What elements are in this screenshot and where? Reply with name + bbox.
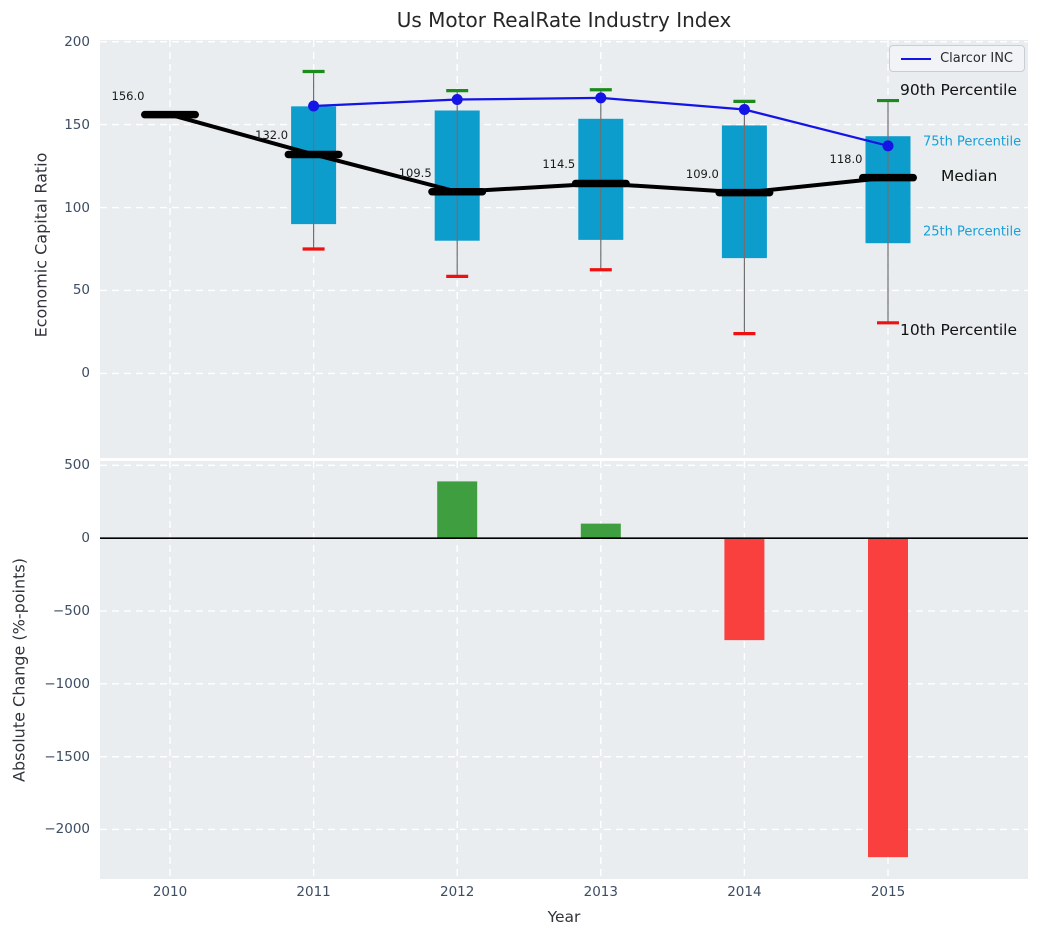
bottom-plot-area [100,461,1028,879]
x-tick-label-2014: 2014 [709,884,779,900]
median-marker-2010 [141,111,199,119]
annotation-75th-percentile: 75th Percentile [923,135,1021,150]
change-bar-2015 [868,538,908,857]
bottom-y-tick-label: −1000 [25,676,90,692]
legend-line-sample [901,58,931,60]
company-point [883,140,894,151]
x-tick-label-2013: 2013 [566,884,636,900]
top-y-tick-label: 100 [25,200,90,216]
change-bar-2014 [724,538,764,640]
x-tick-label-2010: 2010 [135,884,205,900]
bottom-y-tick-label: 500 [25,457,90,473]
annotation-10th-percentile: 10th Percentile [900,321,1017,339]
median-value-label-2014: 109.0 [686,167,719,181]
change-bar-2013 [581,524,621,539]
company-point [595,92,606,103]
bottom-plot-canvas [100,461,1028,879]
median-marker-2011 [285,151,343,159]
company-point [452,94,463,105]
figure: Us Motor RealRate Industry Index Economi… [0,0,1039,942]
median-value-label-2015: 118.0 [830,152,863,166]
x-tick-label-2012: 2012 [422,884,492,900]
median-line [170,115,888,193]
top-y-tick-label: 200 [25,34,90,50]
legend-label: Clarcor INC [940,51,1013,66]
x-axis-label: Year [100,908,1028,926]
bottom-y-tick-label: −500 [25,603,90,619]
bottom-y-tick-label: −2000 [25,821,90,837]
median-value-label-2011: 132.0 [255,128,288,142]
legend: Clarcor INC [889,45,1025,72]
top-plot-canvas [100,40,1028,458]
annotation-90th-percentile: 90th Percentile [900,81,1017,99]
top-y-tick-label: 0 [25,365,90,381]
top-y-tick-label: 150 [25,117,90,133]
company-point [739,104,750,115]
median-value-label-2012: 109.5 [399,166,432,180]
annotation-median: Median [941,167,997,185]
top-plot-area: Clarcor INC 156.0 132.0 109.5 114.5 109.0 118… [100,40,1028,458]
median-value-label-2010: 156.0 [112,89,145,103]
top-y-tick-label: 50 [25,282,90,298]
chart-title: Us Motor RealRate Industry Index [100,6,1028,34]
median-marker-2014 [715,189,773,197]
median-marker-2012 [428,188,486,196]
top-y-axis-label: Economic Capital Ratio [32,153,51,338]
change-bar-2012 [437,481,477,538]
x-tick-label-2015: 2015 [853,884,923,900]
median-marker-2015 [859,174,917,182]
company-point [308,101,319,112]
bottom-y-tick-label: −1500 [25,749,90,765]
x-tick-label-2011: 2011 [279,884,349,900]
bottom-y-tick-label: 0 [25,530,90,546]
annotation-25th-percentile: 25th Percentile [923,225,1021,240]
median-marker-2013 [572,180,630,188]
median-value-label-2013: 114.5 [542,157,575,171]
